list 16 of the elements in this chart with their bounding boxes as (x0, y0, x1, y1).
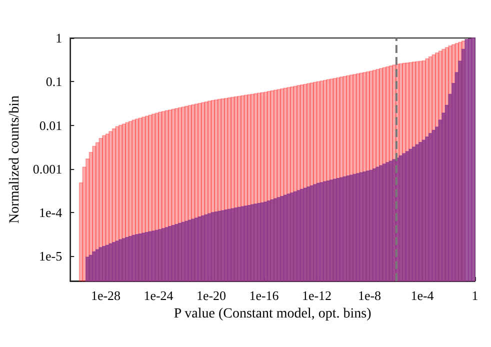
x-axis-title: P value (Constant model, opt. bins) (174, 306, 372, 322)
x-tick-label: 1 (472, 288, 478, 303)
x-tick-label: 1e-28 (90, 288, 121, 303)
x-tick-label: 1e-24 (144, 288, 174, 303)
y-tick-label: 1 (56, 30, 62, 46)
x-tick-label: 1e-16 (249, 288, 280, 303)
y-tick-label: 0.1 (46, 74, 62, 90)
x-tick-label: 1e-20 (196, 288, 226, 303)
x-tick-label: 1e-8 (358, 288, 382, 303)
y-tick-label: 0.01 (39, 118, 62, 133)
y-tick-label: 1e-5 (39, 248, 62, 264)
x-tick-label: 1e-12 (302, 288, 332, 303)
y-axis-title: Normalized counts/bin (8, 96, 22, 224)
x-tick-label: 1e-4 (410, 288, 434, 303)
y-tick-label: 0.001 (32, 161, 62, 176)
y-tick-label: 1e-4 (39, 205, 63, 220)
